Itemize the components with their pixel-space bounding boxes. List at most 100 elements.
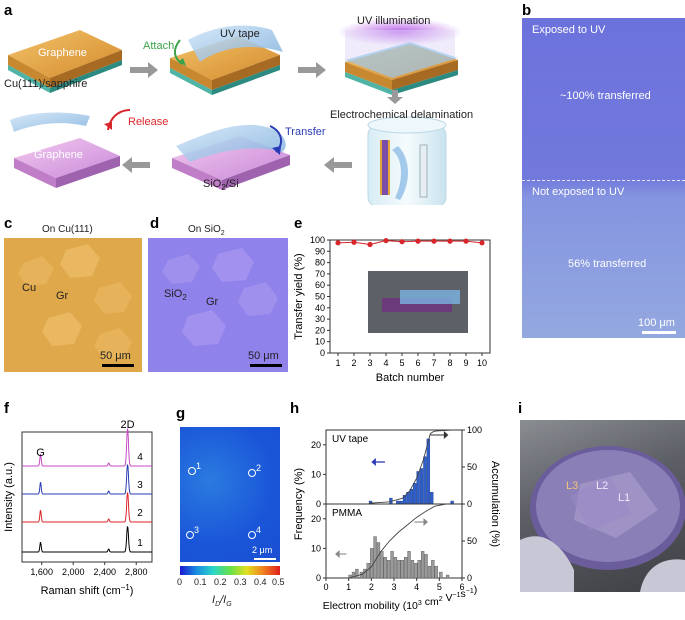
histogram-bar <box>417 560 421 579</box>
x-tick-label: 3 <box>391 582 396 592</box>
histogram-title: PMMA <box>332 508 362 519</box>
x-tick-label: 4 <box>383 358 388 368</box>
exposed-label: Exposed to UV <box>532 24 606 36</box>
sio2-micrograph: SiO2 Gr 50 μm <box>148 238 288 372</box>
y-tick-label: 10 <box>311 543 321 553</box>
process-arrow-1 <box>130 62 158 78</box>
scale-bar-c <box>102 364 134 367</box>
yield-point <box>399 239 405 245</box>
x-tick-label: 2 <box>369 582 374 592</box>
transfer-label: Transfer <box>285 126 326 138</box>
sio2-label: SiO2 <box>164 288 187 303</box>
right-arrowhead-gray <box>423 518 428 526</box>
histogram-bar <box>414 562 418 579</box>
x-tick-label: 7 <box>431 358 436 368</box>
yield-point <box>383 237 389 244</box>
layer-l3-label: L3 <box>566 480 579 492</box>
panel-a-label: a <box>4 2 13 19</box>
y-tick-label: 20 <box>311 514 321 524</box>
histogram-bar <box>423 456 427 505</box>
spectrum-label: 3 <box>137 480 143 491</box>
colorbar-tick: 0.5 <box>272 577 285 587</box>
cu-panel-title: On Cu(111) <box>42 224 93 235</box>
point-label-4: 4 <box>256 525 262 535</box>
graphene-label-bottom: Graphene <box>34 149 83 161</box>
y-tick-label: 10 <box>311 469 321 479</box>
y-tick-label: 30 <box>315 314 325 324</box>
graphene-on-sio2-slab <box>10 112 120 188</box>
spectrum-label: 2 <box>137 508 143 519</box>
y-tick-label: 100 <box>310 235 325 245</box>
y2-tick-label: 50 <box>467 462 477 472</box>
histogram-bar <box>410 560 415 579</box>
wafer-photo: L3 L2 L1 <box>520 420 685 592</box>
histogram-bar <box>434 565 438 579</box>
histogram-bar <box>376 542 381 579</box>
sio2-si-label: SiO2/Si <box>203 178 239 193</box>
cu-label: Cu <box>22 282 37 294</box>
x-tick-label: 2,400 <box>93 567 116 577</box>
y-tick-label: 90 <box>315 246 325 256</box>
raman-spectrum-4 <box>22 428 152 467</box>
left-arrowhead-blue <box>371 458 376 466</box>
uv-illumination-slab <box>338 18 462 95</box>
x-tick-label: 5 <box>437 582 442 592</box>
colorbar-tick: 0 <box>177 577 183 587</box>
substrate-label: Cu(111)/sapphire <box>4 78 88 90</box>
y-axis-title: Intensity (a.u.) <box>3 462 15 532</box>
histogram-bar <box>430 491 434 505</box>
yield-point <box>351 239 357 245</box>
not-exposed-percentage: 56% transferred <box>568 258 647 270</box>
point-marker-4 <box>248 531 256 539</box>
histogram-bar <box>373 536 377 579</box>
peak-label-g: G <box>36 447 45 459</box>
raman-spectrum-3 <box>22 464 152 495</box>
raman-spectrum-2 <box>22 492 152 523</box>
point-label-3: 3 <box>194 525 200 535</box>
y-tick-label: 0 <box>320 348 325 358</box>
colorbar-tick: 0.2 <box>214 577 227 587</box>
panel-e-label: e <box>294 215 303 232</box>
histogram-bar <box>409 488 413 505</box>
y-tick-label: 20 <box>311 440 321 450</box>
x-tick-label: 1 <box>335 358 340 368</box>
x-tick-label: 3 <box>367 358 372 368</box>
accumulation-curve <box>369 429 453 504</box>
colorbar-tick: 0.4 <box>254 577 267 587</box>
x-tick-label: 9 <box>463 358 468 368</box>
x-tick-label: 1,600 <box>30 567 53 577</box>
histogram-bar <box>419 468 424 505</box>
panel-f-label: f <box>4 400 9 417</box>
process-arrow-2 <box>298 62 326 78</box>
point-label-2: 2 <box>256 463 262 473</box>
x-tick-label: 6 <box>459 582 464 592</box>
yield-point <box>431 238 437 244</box>
histogram-bar <box>380 551 384 579</box>
panel-g-label: g <box>176 405 186 422</box>
histogram-bar <box>439 571 443 579</box>
yield-point <box>479 240 485 246</box>
x-axis-title: Raman shift (cm−1) <box>41 583 134 598</box>
y-tick-label: 40 <box>315 303 325 313</box>
colorbar-tick: 0.3 <box>234 577 247 587</box>
x-axis-title: Batch number <box>376 372 445 384</box>
y2-tick-label: 0 <box>467 573 472 583</box>
histogram-bar <box>427 565 432 579</box>
scale-bar-g <box>254 558 276 560</box>
x-axis-title: Electron mobility (103 cm2 V−1s−1) <box>323 584 478 612</box>
gr-label-d: Gr <box>206 296 219 308</box>
panel-h-label: h <box>290 400 300 417</box>
process-arrow-4 <box>122 157 150 173</box>
x-tick-label: 6 <box>415 358 420 368</box>
layer-l1-label: L1 <box>618 492 631 504</box>
scale-bar-label: 100 μm <box>638 317 675 329</box>
y2-tick-label: 50 <box>467 536 477 546</box>
sio2-si-transfer-slab <box>172 124 290 190</box>
point-marker-2 <box>248 469 256 477</box>
panel-d-label: d <box>150 215 160 232</box>
id-ig-map: 1 2 3 4 2 μm <box>180 427 280 562</box>
raman-chart: 1 2 3 4 G 2D 1,600 2,000 2,400 2,800 Raman shift (… <box>3 419 153 598</box>
histogram-bar <box>355 568 359 579</box>
raman-spectrum-1 <box>22 526 152 553</box>
